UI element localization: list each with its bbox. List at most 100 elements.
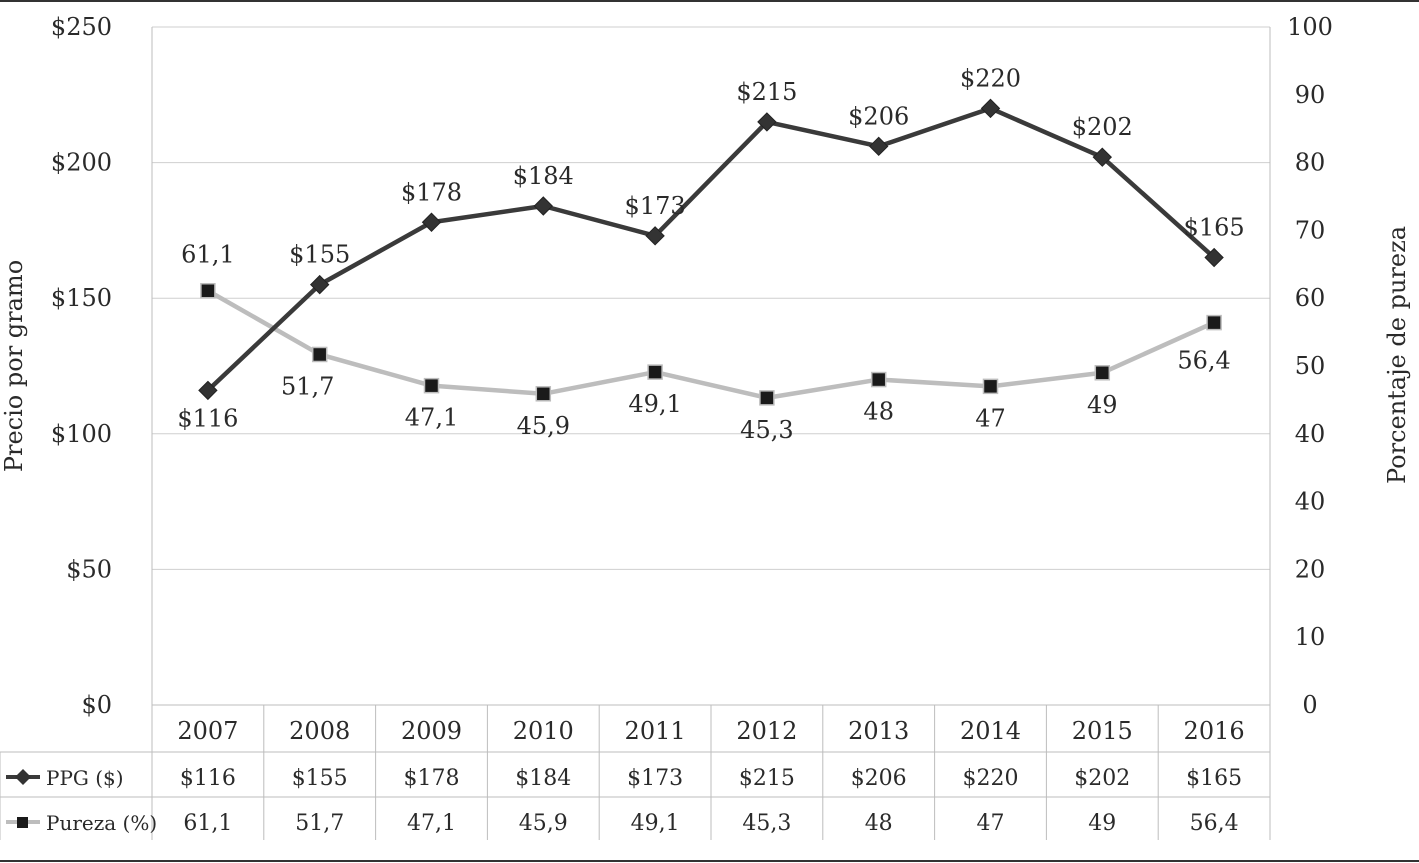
table-cell: 56,4 bbox=[1190, 811, 1239, 836]
data-table: 2007 2008 2009 2010 2011 2012 2013 2014 2015 2016… bbox=[0, 704, 1271, 840]
point-marker bbox=[982, 378, 999, 395]
table-cell: 45,9 bbox=[519, 811, 568, 836]
x-tick-label: 2010 bbox=[513, 717, 574, 745]
series-line bbox=[206, 106, 1216, 393]
legend-key-marker bbox=[17, 817, 28, 828]
y2-tick-label: 10 bbox=[1295, 623, 1326, 651]
data-label: $178 bbox=[401, 178, 462, 206]
point-marker bbox=[423, 377, 440, 394]
table-cell: $220 bbox=[963, 766, 1019, 791]
y-tick-label: $50 bbox=[66, 555, 112, 583]
data-label: $155 bbox=[289, 241, 350, 269]
table-cell: 51,7 bbox=[295, 811, 344, 836]
table-cell: 48 bbox=[865, 811, 893, 836]
table-cell: $202 bbox=[1074, 766, 1130, 791]
data-label: $173 bbox=[625, 192, 686, 220]
y-tick-label: $150 bbox=[51, 284, 112, 312]
point-marker bbox=[647, 364, 663, 380]
y2-axis-title: Porcentaje de pureza bbox=[1383, 226, 1411, 484]
bottom-border bbox=[0, 860, 1419, 862]
table-cell: $165 bbox=[1186, 766, 1242, 791]
point-marker bbox=[311, 346, 328, 363]
point-marker bbox=[645, 226, 665, 246]
table-cell: $206 bbox=[851, 766, 907, 791]
x-tick-label: 2009 bbox=[401, 717, 462, 745]
data-label: 61,1 bbox=[181, 241, 234, 269]
data-label: 49 bbox=[1087, 391, 1118, 419]
series-layer bbox=[198, 98, 1224, 406]
y2-tick-label: 50 bbox=[1295, 352, 1326, 380]
data-label: 49,1 bbox=[628, 390, 681, 418]
x-tick-label: 2008 bbox=[289, 717, 350, 745]
data-label: $220 bbox=[960, 64, 1021, 92]
data-label: $184 bbox=[513, 162, 574, 190]
table-cell: 47 bbox=[977, 811, 1005, 836]
data-label: 56,4 bbox=[1177, 347, 1230, 375]
point-marker bbox=[421, 212, 442, 232]
point-marker bbox=[1204, 247, 1224, 268]
table-cell: 49,1 bbox=[631, 811, 680, 836]
y2-tick-label: 40 bbox=[1295, 420, 1326, 448]
legend-label: PPG ($) bbox=[46, 766, 124, 790]
table-cell: 45,3 bbox=[742, 811, 791, 836]
point-marker bbox=[757, 112, 777, 132]
table-cell: $184 bbox=[515, 766, 571, 791]
y2-tick-label: 60 bbox=[1295, 284, 1326, 312]
data-label: 47 bbox=[975, 404, 1006, 432]
point-marker bbox=[200, 282, 216, 299]
y2-tick-label: 90 bbox=[1295, 81, 1326, 109]
y2-tick-label: 20 bbox=[1295, 555, 1326, 583]
y2-tick-label: 70 bbox=[1295, 216, 1326, 244]
x-tick-label: 2014 bbox=[960, 717, 1021, 745]
data-label: $206 bbox=[848, 102, 909, 130]
data-label: 45,3 bbox=[740, 416, 793, 444]
x-tick-label: 2011 bbox=[625, 717, 686, 745]
x-tick-label: 2015 bbox=[1072, 717, 1133, 745]
data-label: 51,7 bbox=[281, 372, 334, 400]
legend-label: Pureza (%) bbox=[46, 811, 157, 835]
data-label: $202 bbox=[1072, 113, 1133, 141]
data-label: 45,9 bbox=[517, 412, 570, 440]
top-border bbox=[0, 0, 1419, 2]
y-tick-label: $100 bbox=[51, 420, 112, 448]
series-line bbox=[206, 288, 1216, 401]
axes: $0 $50 $100 $150 $200 $250 0 10 20 40 40 50 60 70 80 90… bbox=[0, 13, 1411, 719]
x-tick-label: 2016 bbox=[1184, 717, 1245, 745]
data-label: $165 bbox=[1184, 214, 1245, 242]
data-label: $116 bbox=[177, 404, 238, 432]
point-marker bbox=[1094, 365, 1111, 381]
point-marker bbox=[1206, 314, 1222, 331]
legend-key-marker bbox=[15, 769, 31, 785]
y-tick-label: $250 bbox=[51, 13, 112, 41]
data-label: 48 bbox=[863, 398, 894, 426]
y2-tick-label: 0 bbox=[1302, 691, 1317, 719]
point-marker bbox=[870, 371, 887, 388]
table-cell: $215 bbox=[739, 766, 795, 791]
point-marker bbox=[198, 380, 218, 401]
y-tick-label: $0 bbox=[81, 691, 112, 719]
point-marker bbox=[533, 196, 554, 216]
table-cell: 47,1 bbox=[407, 811, 456, 836]
point-marker bbox=[535, 386, 552, 402]
x-tick-label: 2012 bbox=[736, 717, 797, 745]
table-cell: $155 bbox=[292, 766, 348, 791]
point-marker bbox=[868, 136, 889, 157]
table-cell: $178 bbox=[404, 766, 460, 791]
table-cell: 49 bbox=[1088, 811, 1116, 836]
y-tick-label: $200 bbox=[51, 149, 112, 177]
data-labels: $116 $155 $178 $184 $173 $215 $206 $220 $202 $165… bbox=[177, 64, 1244, 444]
data-label: $215 bbox=[736, 78, 797, 106]
point-marker bbox=[980, 98, 1001, 119]
y-axis-title: Precio por gramo bbox=[0, 260, 28, 472]
y2-tick-label: 80 bbox=[1295, 149, 1326, 177]
table-cell: $116 bbox=[180, 766, 236, 791]
point-marker bbox=[309, 274, 330, 295]
point-marker bbox=[1092, 147, 1113, 167]
y2-tick-label: 40 bbox=[1295, 488, 1326, 516]
x-tick-label: 2007 bbox=[177, 717, 238, 745]
table-cell: $173 bbox=[627, 766, 683, 791]
gridlines bbox=[151, 26, 1271, 705]
x-tick-label: 2013 bbox=[848, 717, 909, 745]
table-cell: 61,1 bbox=[183, 811, 232, 836]
